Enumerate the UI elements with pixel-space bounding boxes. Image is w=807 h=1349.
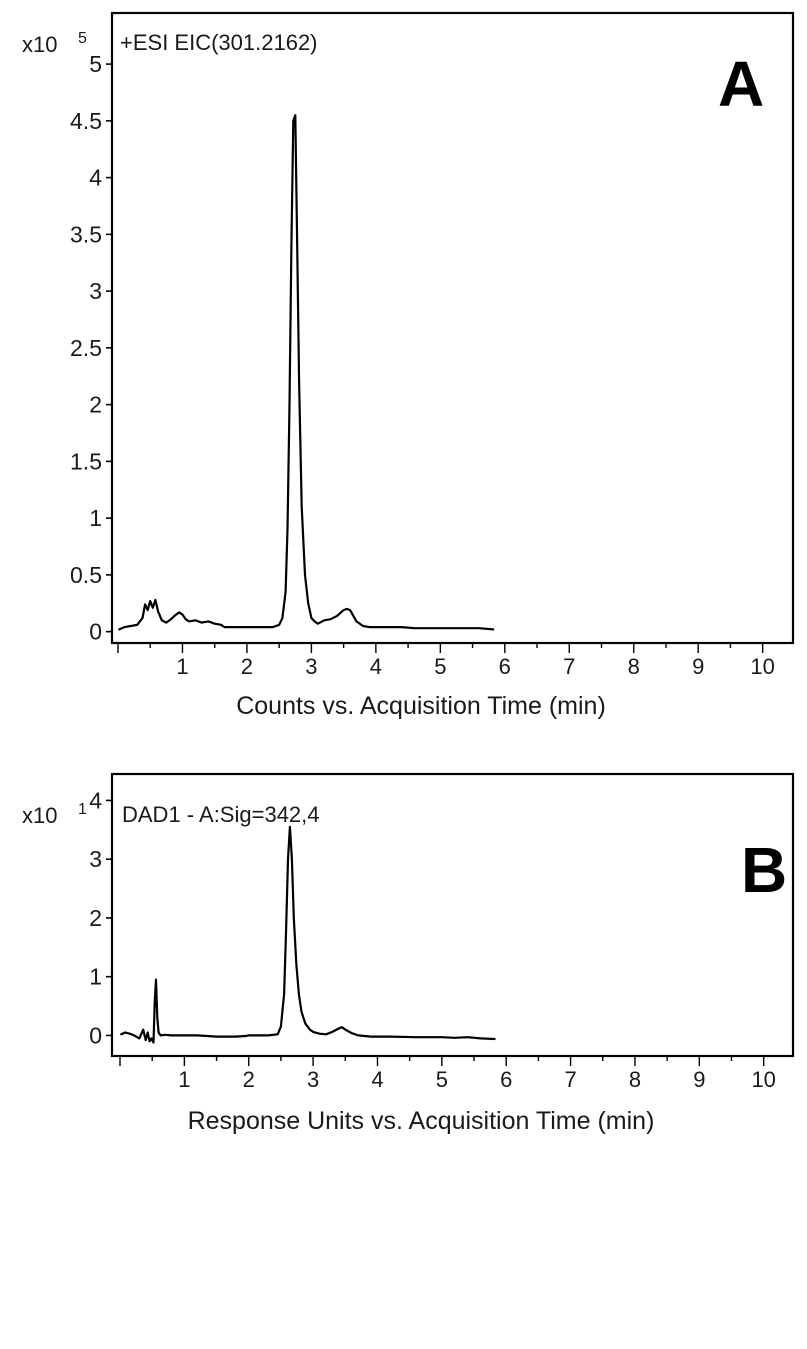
x-tick-label: 6 [499,654,511,679]
y-tick-label: 2 [89,905,102,931]
x-tick-label: 10 [751,1067,775,1092]
x-tick-label: 2 [241,654,253,679]
y-tick-label: 1.5 [70,448,102,474]
y-axis-exponent: 1 [78,801,87,818]
x-axis-label: Response Units vs. Acquisition Time (min… [188,1107,655,1135]
x-tick-label: 4 [370,654,382,679]
x-tick-label: 10 [750,654,774,679]
panel-letter: B [741,834,787,906]
signal-label: +ESI EIC(301.2162) [120,30,318,55]
y-tick-label: 5 [89,51,102,77]
y-tick-label: 2.5 [70,335,102,361]
x-tick-label: 7 [563,654,575,679]
y-tick-label: 0 [89,619,102,645]
x-tick-label: 1 [178,1067,190,1092]
x-tick-label: 3 [307,1067,319,1092]
x-tick-label: 8 [629,1067,641,1092]
y-tick-label: 4 [89,165,102,191]
y-tick-label: 2 [89,392,102,418]
x-tick-label: 8 [628,654,640,679]
x-tick-label: 6 [500,1067,512,1092]
x-tick-label: 2 [243,1067,255,1092]
plot-frame [110,11,795,645]
y-tick-label: 3 [89,846,102,872]
y-axis-multiplier: x10 [22,803,57,828]
panel-letter: A [718,48,764,120]
signal-label: DAD1 - A:Sig=342,4 [122,802,320,827]
plot-frame [110,772,795,1058]
x-tick-label: 1 [176,654,188,679]
y-tick-label: 4 [89,787,102,813]
chart-panel-a: 0 0.5 1 1.5 2 2.5 3 3.5 4 4.5 5 1 2 3 4 5 6 7 8 9 10 Counts v… [22,11,795,720]
x-tick-label: 5 [436,1067,448,1092]
y-axis-multiplier: x10 [22,32,57,57]
x-tick-label: 7 [564,1067,576,1092]
x-axis-label: Counts vs. Acquisition Time (min) [236,692,606,720]
chromatogram-trace-1 [118,114,495,631]
x-tick-label: 9 [692,654,704,679]
x-tick-label: 5 [434,654,446,679]
x-tick-label: 9 [693,1067,705,1092]
x-tick-label: 3 [305,654,317,679]
y-tick-label: 4.5 [70,108,102,134]
y-tick-label: 0 [89,1022,102,1048]
y-tick-label: 1 [89,505,102,531]
y-tick-label: 3 [89,278,102,304]
y-tick-label: 3.5 [70,221,102,247]
y-tick-label: 1 [89,964,102,990]
chromatogram-trace-1 [120,825,496,1044]
y-axis-exponent: 5 [78,30,87,47]
x-tick-label: 4 [371,1067,383,1092]
y-tick-label: 0.5 [70,562,102,588]
